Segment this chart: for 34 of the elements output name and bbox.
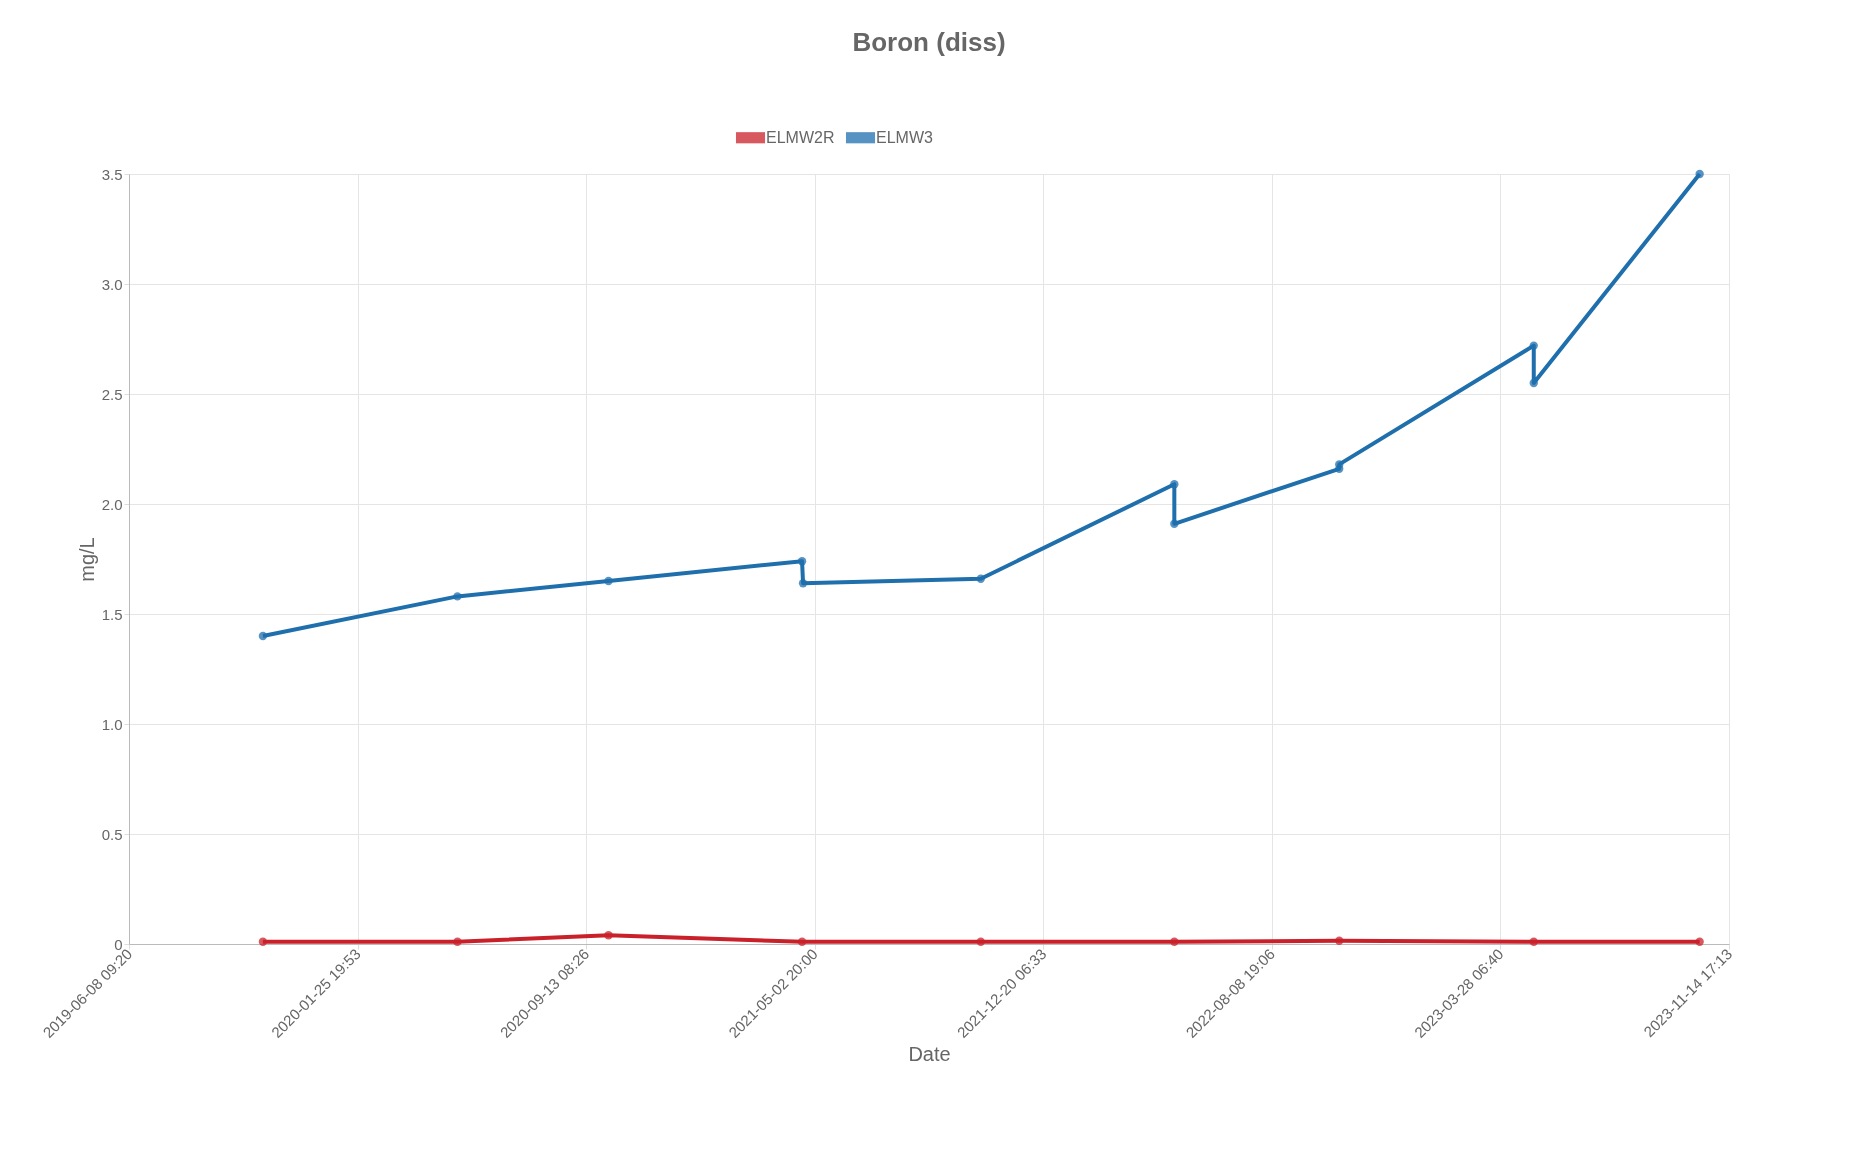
point <box>797 557 807 566</box>
y-tick-label: 2.5 <box>101 385 123 403</box>
point <box>1335 936 1344 945</box>
point <box>1170 519 1179 528</box>
point <box>1529 341 1538 350</box>
y-tick-label: 0 <box>114 935 123 953</box>
point <box>976 937 985 946</box>
y-tick-label: 1.5 <box>101 605 123 623</box>
point <box>453 937 462 946</box>
x-axis-title: Date <box>908 1042 951 1065</box>
point <box>798 579 808 588</box>
point <box>258 937 268 946</box>
legend-label: ELMW3 <box>876 128 933 146</box>
y-tick-label: 3.0 <box>101 275 123 293</box>
point <box>604 576 613 586</box>
point <box>1170 937 1179 946</box>
y-tick-label: 3.5 <box>101 165 123 183</box>
y-axis-title: mg/L <box>75 537 98 582</box>
y-tick-label: 2.0 <box>101 495 123 513</box>
point <box>1695 169 1704 179</box>
point <box>604 931 613 940</box>
point <box>1529 937 1538 946</box>
chart-title: Boron (diss) <box>852 27 1006 57</box>
legend-label: ELMW2R <box>766 128 835 146</box>
point <box>258 631 268 641</box>
point <box>797 937 807 946</box>
point <box>1170 480 1179 489</box>
point <box>453 592 462 601</box>
point <box>1695 937 1704 946</box>
y-tick-label: 1.0 <box>101 715 123 733</box>
point <box>976 574 985 583</box>
point <box>1335 460 1344 469</box>
y-tick-label: 0.5 <box>101 825 123 843</box>
point <box>1529 378 1538 388</box>
